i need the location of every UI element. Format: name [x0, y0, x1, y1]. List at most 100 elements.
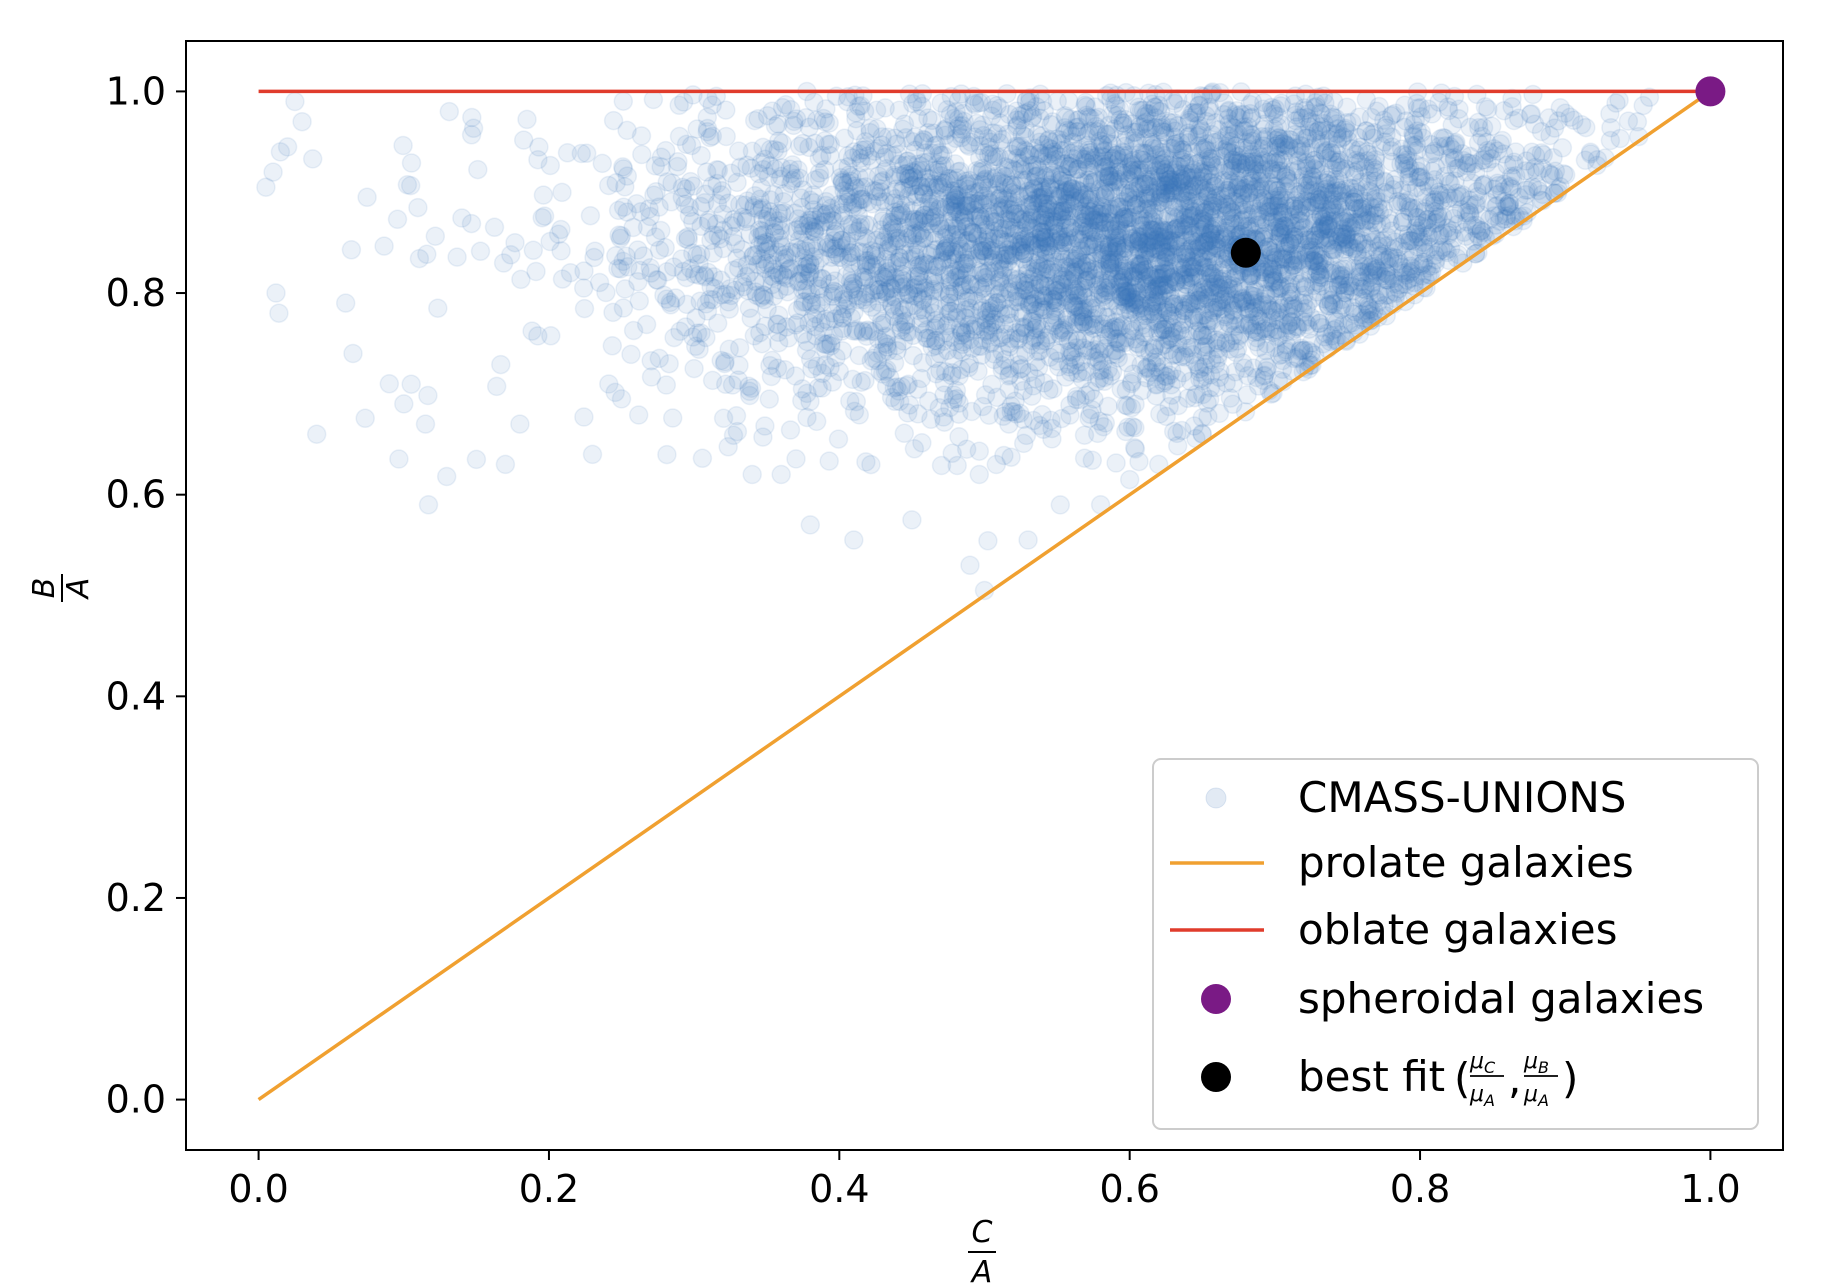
scatter-point: [712, 181, 732, 201]
scatter-point: [995, 245, 1015, 266]
scatter-point: [1088, 279, 1109, 300]
scatter-point: [1146, 374, 1167, 394]
scatter-point: [484, 217, 505, 238]
scatter-points: [256, 81, 1660, 601]
scatter-point: [1276, 322, 1297, 342]
scatter-point: [1451, 199, 1472, 220]
scatter-point: [1176, 215, 1197, 235]
scatter-point: [1609, 90, 1629, 110]
scatter-point: [695, 184, 716, 204]
scatter-point: [716, 100, 736, 120]
scatter-point: [631, 126, 652, 146]
scatter-point: [486, 376, 507, 397]
scatter-point: [1225, 105, 1245, 125]
scatter-point: [948, 201, 969, 222]
scatter-point: [757, 299, 777, 319]
scatter-point: [613, 91, 634, 111]
scatter-point: [1039, 324, 1059, 345]
scatter-point: [1022, 194, 1043, 215]
scatter-point: [768, 114, 788, 134]
scatter-point: [1294, 340, 1314, 360]
scatter-point: [1082, 230, 1103, 250]
scatter-point: [967, 225, 988, 246]
scatter-point: [1365, 149, 1386, 170]
scatter-point: [598, 175, 619, 196]
scatter-point: [1130, 215, 1151, 235]
scatter-point: [975, 321, 996, 342]
scatter-point: [1234, 194, 1255, 214]
scatter-point: [836, 186, 856, 206]
scatter-point: [873, 207, 894, 227]
scatter-point: [1155, 163, 1176, 184]
scatter-point: [1456, 162, 1477, 182]
scatter-point: [702, 370, 723, 391]
scatter-point: [1473, 117, 1494, 138]
scatter-point: [673, 92, 694, 112]
scatter-point: [933, 331, 953, 352]
scatter-point: [775, 245, 795, 265]
scatter-point: [1209, 403, 1230, 424]
scatter-point: [618, 257, 638, 277]
scatter-point: [1170, 225, 1190, 245]
scatter-point: [900, 249, 921, 270]
scatter-point: [662, 173, 682, 193]
scatter-point: [355, 408, 375, 429]
scatter-point: [1225, 154, 1246, 174]
scatter-point: [925, 240, 945, 261]
scatter-point: [669, 126, 690, 147]
scatter-point: [959, 353, 980, 374]
scatter-point: [491, 354, 511, 375]
scatter-point: [791, 240, 811, 260]
scatter-point: [1555, 103, 1576, 123]
scatter-point: [1028, 341, 1048, 362]
scatter-point: [926, 239, 946, 260]
scatter-point: [1019, 196, 1040, 217]
scatter-point: [533, 185, 554, 205]
scatter-point: [949, 366, 969, 386]
scatter-point: [1330, 265, 1350, 286]
scatter-point: [522, 321, 542, 341]
scatter-point: [1155, 163, 1176, 183]
scatter-point: [1405, 110, 1426, 131]
scatter-point: [1223, 276, 1243, 296]
scatter-point: [994, 314, 1014, 334]
scatter-point: [983, 100, 1003, 120]
scatter-point: [1493, 144, 1514, 164]
scatter-point: [1521, 103, 1541, 124]
scatter-point: [844, 401, 865, 422]
scatter-point: [645, 156, 666, 176]
scatter-point: [1178, 127, 1198, 147]
scatter-point: [436, 466, 457, 487]
scatter-point: [1369, 192, 1389, 212]
scatter-point: [468, 159, 488, 180]
scatter-point: [408, 197, 428, 218]
scatter-point: [904, 209, 924, 230]
scatter-point: [1058, 330, 1078, 351]
scatter-point: [1008, 291, 1028, 312]
scatter-point: [884, 378, 905, 398]
scatter-point: [894, 423, 915, 444]
scatter-point: [643, 89, 664, 110]
scatter-point: [1116, 380, 1137, 400]
scatter-point: [1089, 411, 1110, 431]
scatter-point: [723, 425, 744, 446]
scatter-point: [1104, 94, 1125, 114]
scatter-point: [907, 160, 927, 181]
scatter-point: [1114, 238, 1135, 258]
scatter-point: [1134, 340, 1155, 360]
scatter-point: [1124, 278, 1144, 298]
scatter-point: [1230, 324, 1250, 345]
scatter-point: [815, 339, 836, 359]
scatter-point: [1174, 224, 1194, 245]
scatter-point: [580, 205, 601, 226]
scatter-point: [861, 244, 882, 265]
scatter-point: [1272, 344, 1292, 365]
scatter-point: [1380, 266, 1400, 286]
scatter-point: [1025, 300, 1046, 321]
scatter-point: [1167, 243, 1188, 263]
scatter-point: [726, 212, 746, 233]
scatter-point: [470, 241, 491, 262]
scatter-point: [1106, 235, 1127, 255]
scatter-point: [1271, 249, 1291, 269]
scatter-point: [806, 110, 827, 131]
